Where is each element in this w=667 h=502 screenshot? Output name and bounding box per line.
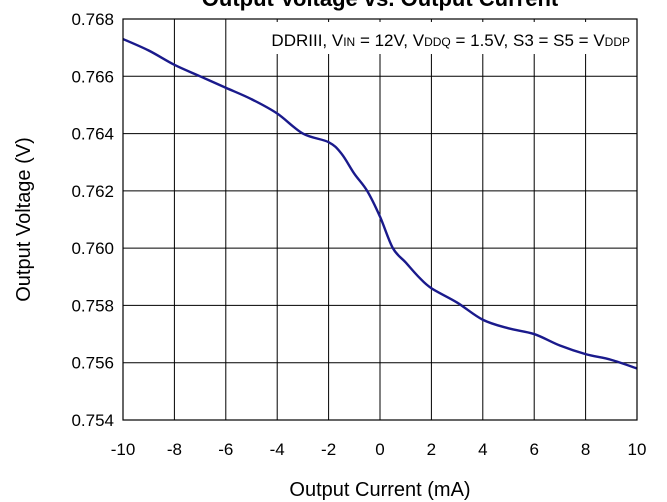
x-tick-label: 2 xyxy=(427,440,436,459)
annotation-subscript: IN xyxy=(343,35,355,49)
annotation-segment: = 1.5V, S3 = S5 = V xyxy=(451,31,606,50)
x-tick-label: -2 xyxy=(321,440,336,459)
condition-annotation: DDRIII, VIN = 12V, VDDQ = 1.5V, S3 = S5 … xyxy=(266,22,634,54)
plot-area-frame xyxy=(122,18,638,421)
x-axis-title: Output Current (mA) xyxy=(289,479,470,501)
y-tick-label: 0.762 xyxy=(71,182,114,201)
y-tick-label: 0.754 xyxy=(71,411,114,430)
annotation-subscript: DDQ xyxy=(424,35,451,49)
annotation-background xyxy=(266,22,634,54)
y-tick-label: 0.766 xyxy=(71,67,114,86)
x-tick-label: -8 xyxy=(167,440,182,459)
x-tick-label: 4 xyxy=(478,440,487,459)
x-tick-label: 0 xyxy=(375,440,384,459)
y-axis-title: Output Voltage (V) xyxy=(13,137,35,302)
y-tick-label: 0.760 xyxy=(71,239,114,258)
x-tick-label: -10 xyxy=(111,440,136,459)
annotation-segment: = 12V, V xyxy=(355,31,425,50)
annotation-text: DDRIII, VIN = 12V, VDDQ = 1.5V, S3 = S5 … xyxy=(271,31,630,50)
annotation-segment: DDRIII, V xyxy=(271,31,343,50)
x-tick-labels: -10 -8 -6 -4 -2 0 2 4 6 8 10 xyxy=(111,440,647,459)
series-layer xyxy=(122,37,638,370)
y-tick-labels: 0.754 0.756 0.758 0.760 0.762 0.764 0.766 0.768 xyxy=(71,10,114,430)
x-tick-label: -4 xyxy=(270,440,285,459)
y-tick-label: 0.756 xyxy=(71,354,114,373)
x-tick-label: -6 xyxy=(218,440,233,459)
x-tick-label: 8 xyxy=(581,440,590,459)
x-tick-label: 6 xyxy=(529,440,538,459)
y-tick-label: 0.768 xyxy=(71,10,114,29)
y-tick-label: 0.758 xyxy=(71,296,114,315)
annotation-subscript: DDP xyxy=(605,35,630,49)
x-tick-label: 10 xyxy=(628,440,647,459)
y-tick-label: 0.764 xyxy=(71,125,114,144)
series-line xyxy=(122,37,638,370)
chart-title: Output Voltage vs. Output Current xyxy=(202,0,559,11)
